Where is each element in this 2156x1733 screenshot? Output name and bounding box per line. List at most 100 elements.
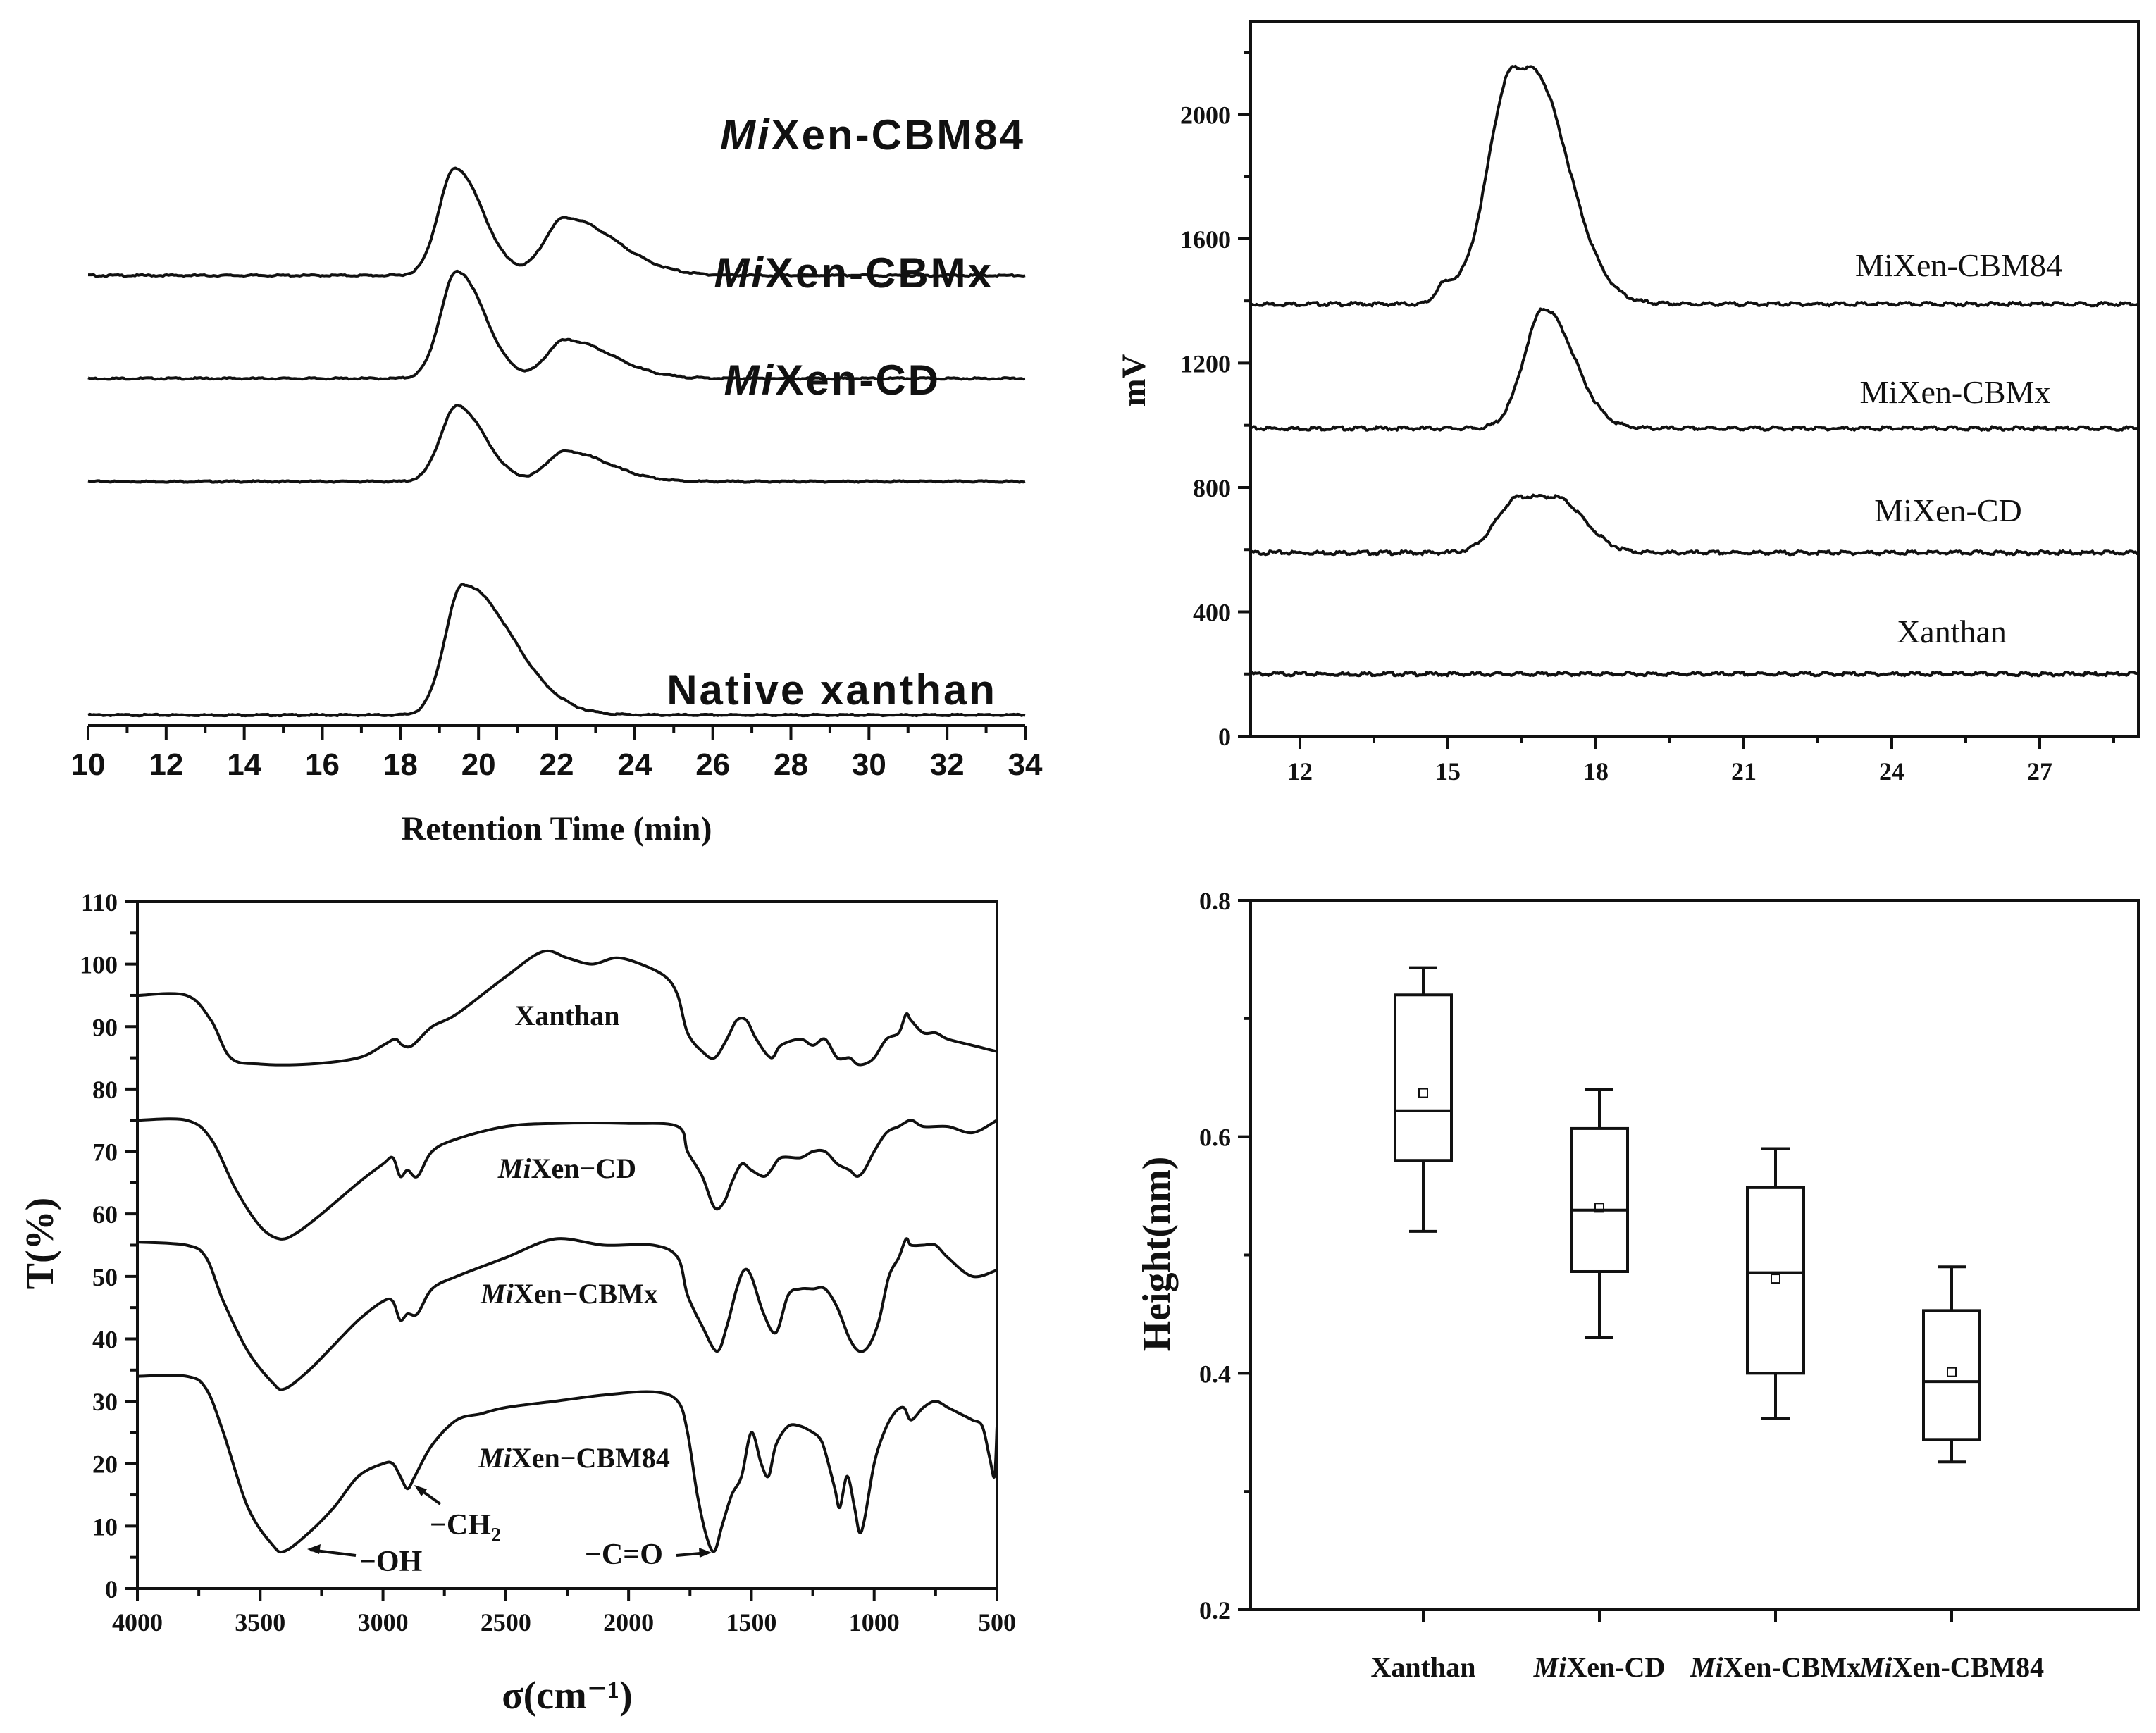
x-tick-label: 18	[383, 747, 418, 782]
series-label: Native xanthan	[667, 666, 997, 714]
series-label-main: Xen−CBMx	[514, 1278, 658, 1310]
y-tick-label: 2000	[1180, 101, 1231, 129]
co-annotation: −C=O	[585, 1539, 663, 1571]
series-line	[137, 949, 998, 1067]
x-tick-label-main: Xen-CD	[1566, 1651, 1665, 1683]
series-label: Xanthan	[1897, 614, 2007, 650]
x-tick-label: MiXen-CBMx	[1690, 1651, 1861, 1683]
ftir-panel: 4000 3500 3000 2500 2000 1500 1000 500 0 10 20 30 40…	[18, 888, 1016, 1718]
x-tick-label-italic: Mi	[1859, 1651, 1892, 1683]
x-tick-label: 2000	[603, 1608, 654, 1636]
series-label-italic: Mi	[714, 249, 765, 297]
x-tick-label: 1000	[849, 1608, 900, 1636]
series-line	[137, 1237, 998, 1391]
co-arrowhead	[699, 1548, 712, 1558]
series-label-main: Xen-CD	[775, 356, 941, 404]
series-label-italic: Mi	[478, 1442, 512, 1474]
series-label: MiXen-CBMx	[714, 249, 993, 297]
y-tick-label: 1200	[1180, 349, 1231, 378]
y-tick-label: 0	[105, 1575, 118, 1603]
series-label-main: Native xanthan	[667, 666, 997, 714]
y-tick-label: 100	[80, 951, 118, 979]
y-axis-label: mV	[1115, 354, 1153, 406]
series-label-main: Xen−CBM84	[512, 1442, 670, 1474]
x-tick-label: 26	[695, 747, 730, 782]
y-tick-label: 10	[92, 1513, 118, 1541]
ch2-sub: 2	[491, 1524, 501, 1546]
plot-frame	[1249, 20, 2140, 738]
x-tick-label: Xanthan	[1371, 1651, 1476, 1683]
x-tick-label: 12	[1287, 757, 1313, 785]
x-tick-label: 3000	[358, 1608, 409, 1636]
series-label: MiXen-CBM84	[1855, 247, 2062, 283]
box-item	[1922, 1265, 1981, 1464]
x-tick-label: 500	[978, 1608, 1016, 1636]
x-tick-label: 32	[930, 747, 965, 782]
box-mean-marker	[1771, 1274, 1780, 1284]
x-tick-label: MiXen-CD	[1533, 1651, 1666, 1683]
y-tick-label: 0.8	[1199, 887, 1231, 915]
y-tick-label: 90	[92, 1013, 118, 1041]
series-label-main: Xen-CBMx	[765, 249, 993, 297]
x-tick-label: MiXen-CBM84	[1859, 1651, 2044, 1683]
x-axis-label: σ(cm⁻¹)	[502, 1674, 633, 1718]
series-label: MiXen−CD	[497, 1153, 636, 1184]
series-line	[1250, 493, 2139, 557]
series-line	[137, 1374, 998, 1554]
x-tick-label: 34	[1008, 747, 1043, 782]
x-tick-label-italic: Mi	[1533, 1651, 1567, 1683]
y-tick-label: 0.4	[1199, 1360, 1231, 1388]
x-tick-label: 10	[71, 747, 106, 782]
series-line	[1250, 64, 2140, 308]
x-tick-label: 21	[1731, 757, 1757, 785]
box-body	[1746, 1186, 1805, 1375]
x-tick-label: 2500	[481, 1608, 531, 1636]
x-tick-label: 24	[617, 747, 652, 782]
series-label: MiXen−CBMx	[480, 1278, 658, 1310]
series-label: Xanthan	[515, 1000, 620, 1031]
y-tick-label: 30	[92, 1388, 118, 1416]
series-line	[1249, 671, 2139, 678]
y-tick-label: 80	[92, 1076, 118, 1104]
x-tick-label: 27	[2027, 757, 2052, 785]
x-tick-label: 18	[1583, 757, 1609, 785]
series-line	[137, 1117, 998, 1241]
series-label: MiXen-CD	[1874, 492, 2022, 528]
x-tick-label: 15	[1435, 757, 1461, 785]
y-tick-label: 800	[1193, 474, 1231, 502]
y-tick-label: 400	[1193, 598, 1231, 626]
y-tick-label: 0.2	[1199, 1596, 1231, 1625]
x-tick-label: 4000	[112, 1608, 163, 1636]
gpc-right-panel: 12 15 18 21 24 27 0 400 800 1200 1600 2000 mV Xanthan…	[1115, 20, 2140, 785]
box-body	[1394, 993, 1453, 1162]
y-tick-label: 110	[81, 888, 118, 917]
y-axis-label: Height(nm)	[1135, 1157, 1179, 1352]
box-item	[1394, 966, 1453, 1233]
y-tick-label: 0	[1218, 723, 1231, 751]
x-tick-label-main: Xen-CBMx	[1723, 1651, 1861, 1683]
series-label: MiXen-CBM84	[720, 111, 1025, 159]
x-tick-label: 3500	[235, 1608, 285, 1636]
x-tick-label: 14	[227, 747, 261, 782]
x-tick-label: 1500	[726, 1608, 776, 1636]
series-line	[87, 404, 1026, 484]
series-label-main: Xanthan	[515, 1000, 620, 1031]
oh-annotation: −OH	[359, 1546, 422, 1578]
series-label: MiXen-CBMx	[1860, 374, 2051, 410]
box-item	[1570, 1088, 1629, 1339]
ch2-arrowhead	[414, 1485, 427, 1496]
ch2-annotation: −CH2	[430, 1509, 501, 1546]
y-tick-label: 0.6	[1199, 1124, 1231, 1152]
x-tick-label-main: Xanthan	[1371, 1651, 1476, 1683]
x-tick-label: 20	[461, 747, 496, 782]
box-mean-marker	[1594, 1203, 1604, 1213]
box-mean-marker	[1947, 1367, 1957, 1377]
y-tick-label: 20	[92, 1451, 118, 1479]
oh-arrowhead	[307, 1544, 321, 1554]
series-label-main: Xen−CD	[531, 1153, 636, 1184]
series-label: MiXen−CBM84	[478, 1442, 670, 1474]
x-tick-label: 24	[1879, 757, 1904, 785]
y-axis-label: T(%)	[18, 1198, 62, 1290]
